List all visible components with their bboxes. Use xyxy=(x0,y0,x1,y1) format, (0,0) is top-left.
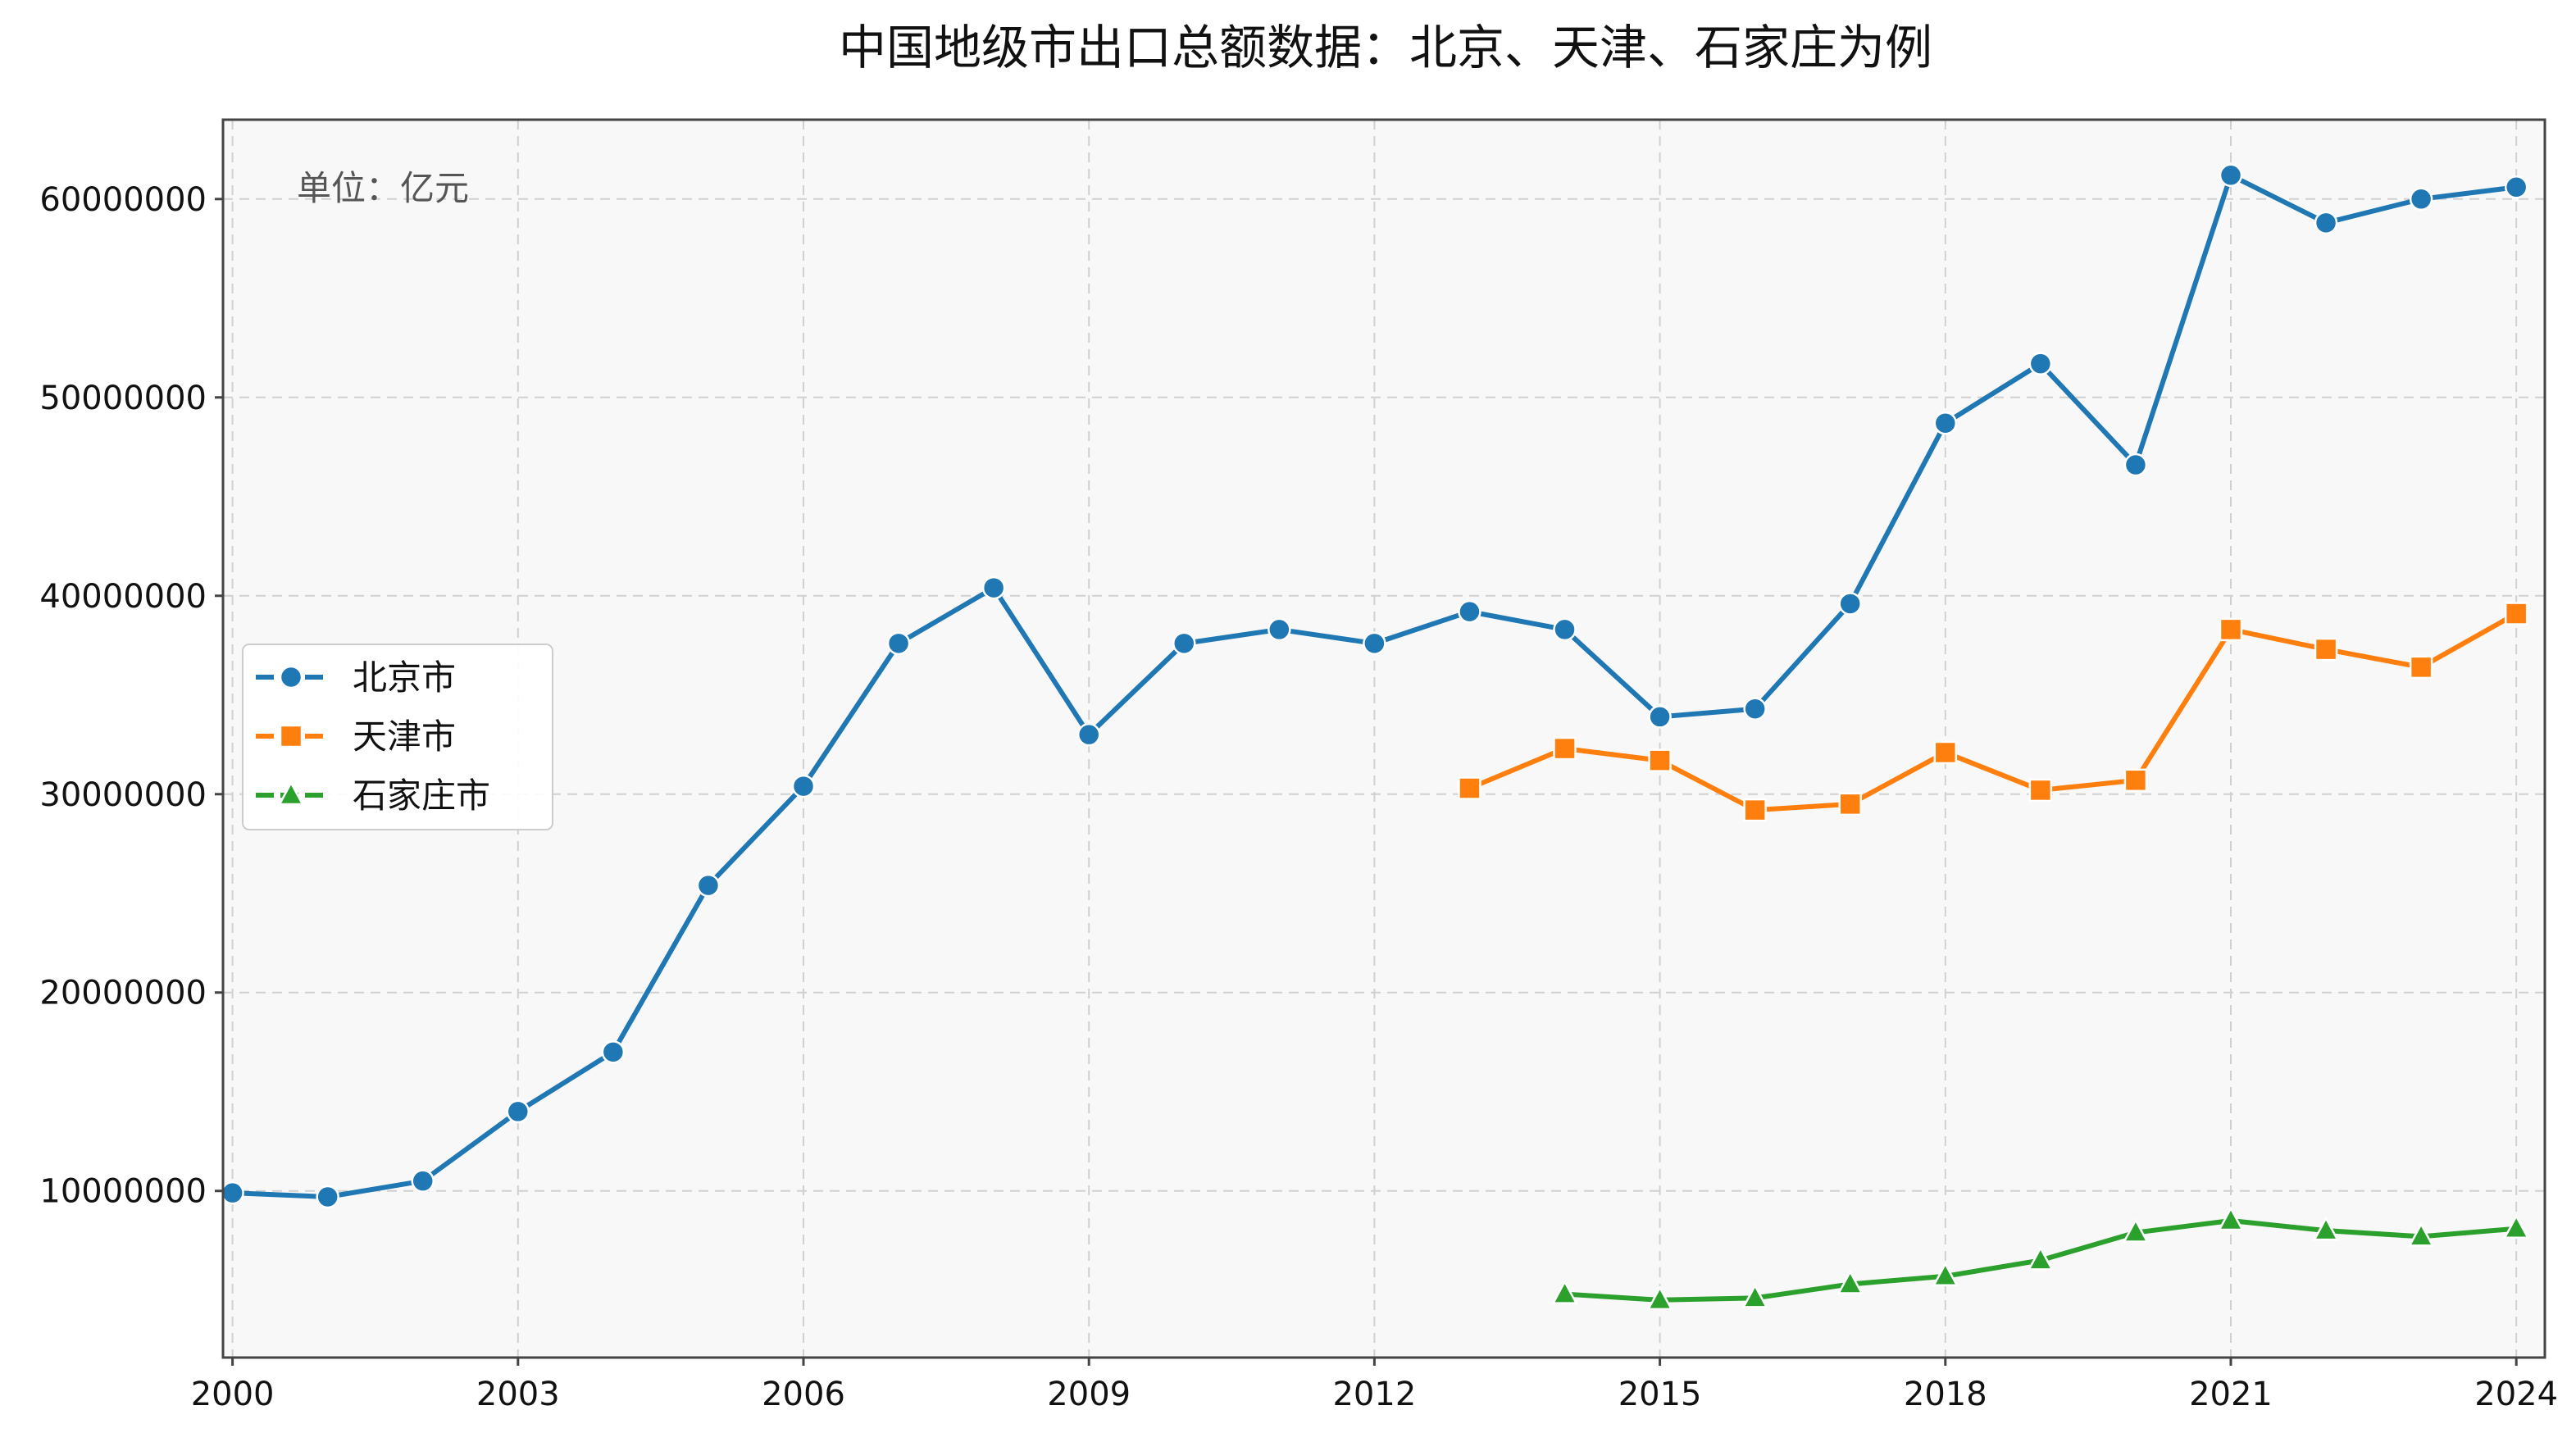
series-line xyxy=(1467,611,2519,813)
data-point xyxy=(1836,1269,1864,1294)
data-point xyxy=(221,1180,244,1205)
data-point xyxy=(2312,1216,2340,1241)
data-point xyxy=(2409,187,2433,212)
data-point xyxy=(2504,175,2528,199)
data-point xyxy=(1743,697,1767,721)
y-tick-label: 50000000 xyxy=(39,380,207,417)
data-point xyxy=(2219,617,2243,642)
data-point xyxy=(2122,1217,2150,1243)
legend-label: 天津市 xyxy=(353,716,456,757)
x-tick-label: 2021 xyxy=(2189,1376,2273,1413)
series-layer xyxy=(221,163,2530,1311)
data-point xyxy=(1838,792,1862,816)
data-point xyxy=(1076,722,1101,747)
data-point xyxy=(1741,1283,1768,1308)
x-tick-label: 2000 xyxy=(191,1376,275,1413)
data-point xyxy=(1932,1262,1959,1287)
y-tick-label: 40000000 xyxy=(39,578,207,616)
series-1 xyxy=(221,163,2528,1209)
series-3 xyxy=(1551,1206,2530,1311)
data-point xyxy=(1743,798,1767,822)
axis-layer: 2000 2003 2006 2009 2012 2015 2018 2021 2024 1000… xyxy=(39,181,2558,1413)
x-tick-label: 2006 xyxy=(762,1376,845,1413)
plot-frame xyxy=(221,118,2546,1359)
legend-box xyxy=(242,644,553,830)
data-point xyxy=(1553,736,1577,761)
data-point xyxy=(1458,599,1481,624)
legend-marker xyxy=(277,780,305,806)
x-tick-label: 2018 xyxy=(1904,1376,1987,1413)
data-point xyxy=(886,631,911,656)
grid-layer xyxy=(223,120,2545,1358)
data-point xyxy=(791,774,816,798)
unit-annotation: 单位：亿元 xyxy=(297,168,469,208)
legend-label: 石家庄市 xyxy=(353,776,490,816)
data-point xyxy=(506,1099,530,1124)
data-point xyxy=(1838,592,1862,616)
data-point xyxy=(696,873,721,898)
plot-area xyxy=(223,120,2545,1358)
data-point xyxy=(2123,453,2148,477)
data-point xyxy=(2123,768,2148,793)
data-point xyxy=(1648,705,1672,729)
data-point xyxy=(2219,163,2243,188)
legend-label: 北京市 xyxy=(353,657,456,698)
x-tick-label: 2024 xyxy=(2474,1376,2558,1413)
data-point xyxy=(2503,1214,2530,1239)
data-point xyxy=(1933,411,1958,435)
data-point xyxy=(2028,778,2053,803)
data-point xyxy=(1268,617,1291,642)
data-point xyxy=(1648,748,1672,772)
series-2 xyxy=(1458,602,2528,822)
data-point xyxy=(411,1169,435,1193)
data-point xyxy=(2504,602,2528,625)
data-point xyxy=(1551,1279,1578,1304)
data-point xyxy=(2027,1245,2054,1271)
x-tick-label: 2009 xyxy=(1047,1376,1131,1413)
data-point xyxy=(1646,1285,1673,1311)
y-tick-label: 10000000 xyxy=(39,1173,207,1211)
legend-marker xyxy=(279,665,303,689)
data-point xyxy=(2409,655,2433,680)
data-point xyxy=(2314,637,2338,662)
data-point xyxy=(316,1185,339,1209)
data-point xyxy=(2314,211,2338,235)
data-point xyxy=(2217,1206,2245,1231)
y-tick-label: 30000000 xyxy=(39,776,207,814)
x-tick-label: 2015 xyxy=(1618,1376,1702,1413)
data-point xyxy=(1363,631,1386,656)
data-point xyxy=(601,1040,626,1064)
y-tick-label: 20000000 xyxy=(39,975,207,1012)
chart-title: 中国地级市出口总额数据：北京、天津、石家庄为例 xyxy=(839,20,1932,75)
data-point xyxy=(1553,617,1577,642)
legend-marker xyxy=(279,724,303,748)
x-tick-label: 2012 xyxy=(1332,1376,1416,1413)
data-point xyxy=(2028,352,2053,375)
data-point xyxy=(1172,631,1196,656)
data-point xyxy=(1933,740,1958,765)
data-point xyxy=(1458,776,1481,800)
data-point xyxy=(2408,1221,2435,1247)
x-tick-label: 2003 xyxy=(476,1376,560,1413)
data-point xyxy=(981,575,1006,600)
y-tick-label: 60000000 xyxy=(39,181,207,219)
